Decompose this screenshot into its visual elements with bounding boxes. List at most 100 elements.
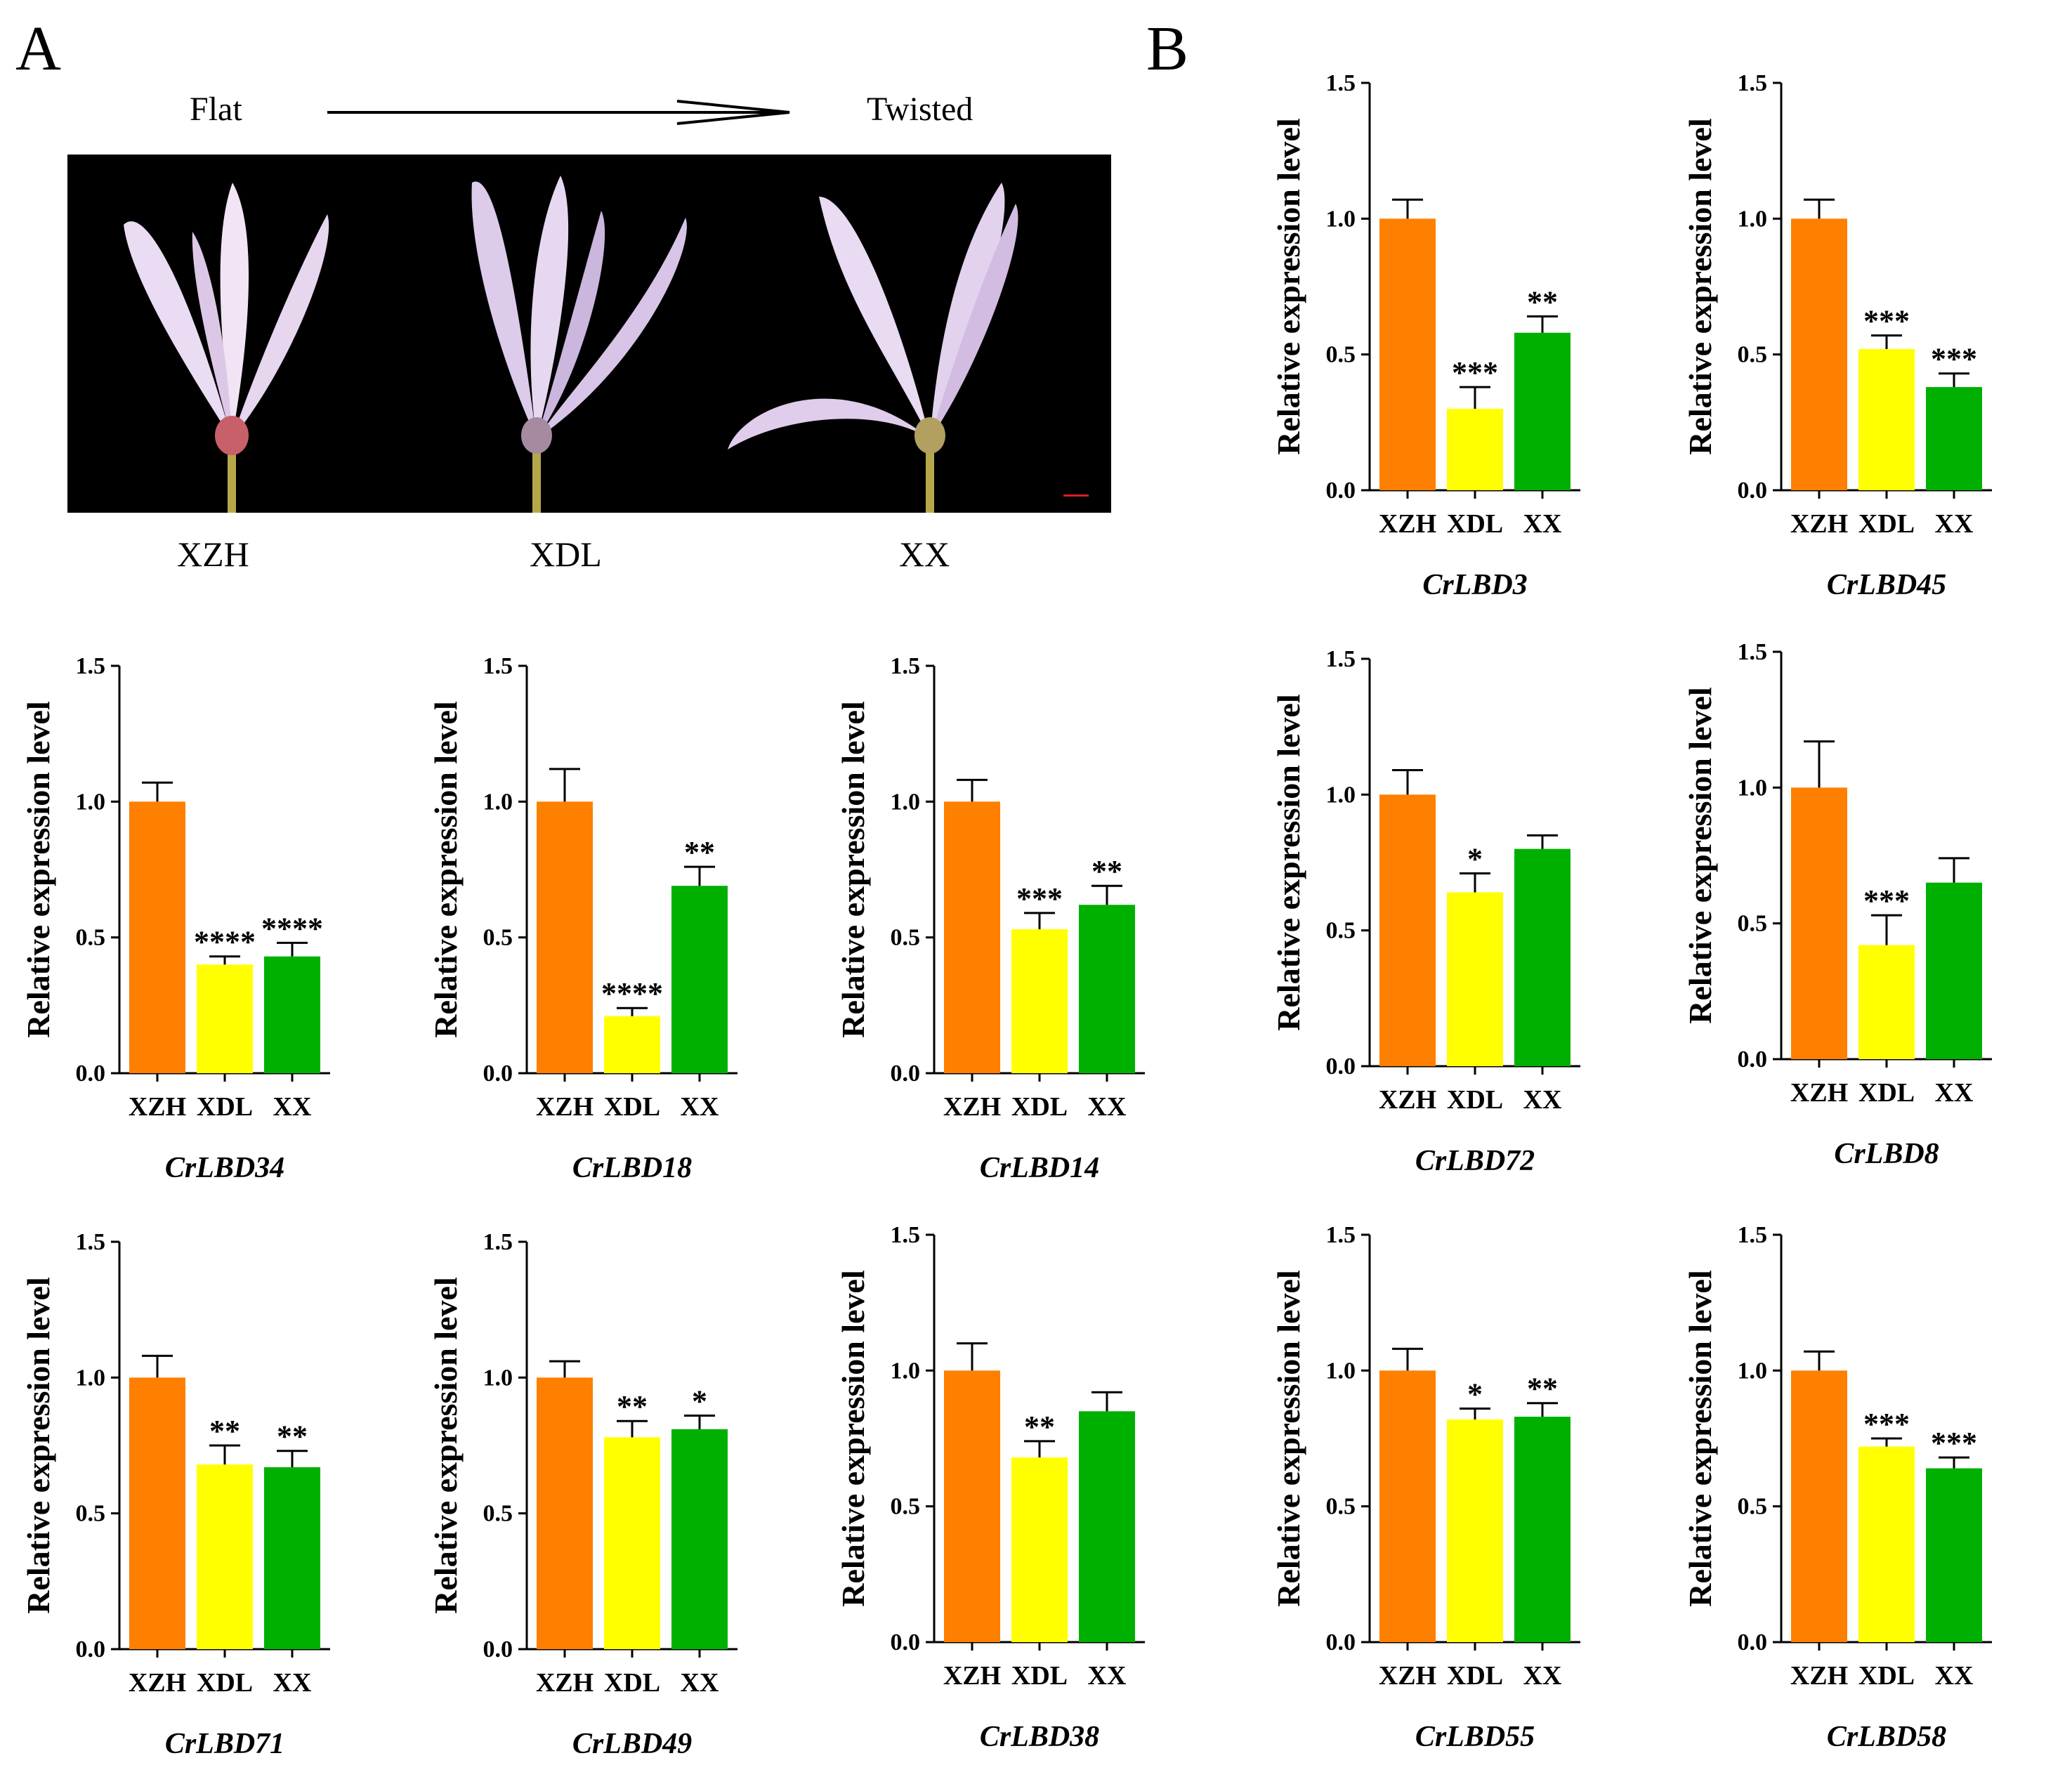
significance-mark: **: [1091, 854, 1122, 888]
significance-mark: ****: [194, 925, 256, 959]
y-tick-label: 0.0: [891, 1061, 921, 1087]
bar-chart-crlbd58: 0.0 0.5 1.0 1.5 Relative expression level XZH…: [1682, 1222, 1992, 1753]
x-tick-label: XX: [1935, 1078, 1974, 1108]
significance-mark: **: [617, 1389, 648, 1424]
y-tick-label: 0.5: [1738, 1494, 1768, 1520]
y-tick-label: 0.5: [483, 1501, 513, 1527]
bar-chart-crlbd38: 0.0 0.5 1.0 1.5 Relative expression level XZH…: [835, 1222, 1145, 1753]
bar-xdl: [1011, 929, 1068, 1073]
x-tick-label: XDL: [1858, 1078, 1915, 1108]
x-tick-label: XX: [1523, 1661, 1562, 1691]
flower-photo: [67, 155, 1111, 513]
y-tick-label: 0.5: [1738, 342, 1768, 368]
y-tick-label: 0.5: [1738, 911, 1768, 937]
y-axis-label: Relative expression level: [1271, 118, 1306, 455]
y-tick-label: 1.5: [76, 653, 106, 679]
x-tick-label: XZH: [129, 1092, 186, 1122]
x-tick-label: XZH: [1379, 1085, 1436, 1115]
y-axis-label: Relative expression level: [835, 701, 871, 1038]
y-tick-label: 0.5: [76, 925, 106, 951]
y-tick-label: 0.0: [1738, 1047, 1768, 1073]
y-axis-label: Relative expression level: [1271, 694, 1306, 1031]
y-tick-label: 1.0: [76, 789, 106, 815]
x-tick-label: XDL: [197, 1092, 253, 1122]
x-tick-label: XZH: [1790, 1661, 1848, 1691]
flower-xdl: [471, 176, 687, 513]
y-tick-label: 1.0: [1738, 206, 1768, 232]
y-tick-label: 1.5: [1326, 1222, 1356, 1248]
y-axis-label: Relative expression level: [1271, 1270, 1306, 1607]
y-axis-label: Relative expression level: [428, 1277, 464, 1614]
y-tick-label: 0.5: [483, 925, 513, 951]
x-tick-label: XDL: [1447, 1085, 1503, 1115]
bar-xx: [671, 886, 728, 1073]
y-tick-label: 1.0: [1738, 775, 1768, 801]
x-tick-label: XZH: [129, 1668, 186, 1698]
significance-mark: **: [277, 1419, 308, 1454]
bar-xdl: [1011, 1457, 1068, 1642]
x-tick-label: XDL: [1858, 1661, 1915, 1691]
y-tick-label: 1.5: [483, 653, 513, 679]
y-tick-label: 0.0: [1738, 478, 1768, 504]
significance-mark: **: [684, 835, 715, 870]
bar-chart-crlbd55: 0.0 0.5 1.0 1.5 Relative expression level XZH…: [1271, 1222, 1580, 1753]
y-tick-label: 1.5: [891, 653, 921, 679]
panel-letter-a: A: [15, 14, 61, 84]
bar-chart-crlbd71: 0.0 0.5 1.0 1.5 Relative expression level XZH…: [20, 1229, 330, 1760]
bar-xzh: [1791, 1370, 1847, 1642]
y-axis-label: Relative expression level: [1682, 1270, 1718, 1607]
bar-chart-crlbd14: 0.0 0.5 1.0 1.5 Relative expression level XZH…: [835, 653, 1145, 1184]
y-tick-label: 1.0: [483, 1365, 513, 1391]
x-tick-label: XZH: [1790, 1078, 1848, 1108]
x-tick-label: XX: [1523, 509, 1562, 539]
x-tick-label: XZH: [536, 1668, 594, 1698]
y-tick-label: 1.5: [1326, 646, 1356, 672]
bar-xzh: [1791, 787, 1847, 1059]
flower-caption-xdl: XDL: [530, 534, 602, 574]
x-tick-label: XX: [681, 1668, 719, 1698]
bar-chart-crlbd3: 0.0 0.5 1.0 1.5 Relative expression level XZH…: [1271, 70, 1580, 601]
chart-title: CrLBD58: [1827, 1721, 1946, 1753]
chart-title: CrLBD8: [1834, 1138, 1939, 1170]
x-tick-label: XZH: [943, 1092, 1001, 1122]
significance-mark: ***: [1863, 884, 1910, 918]
bar-xx: [1514, 848, 1571, 1066]
y-axis-label: Relative expression level: [20, 1277, 56, 1614]
y-tick-label: 1.5: [483, 1229, 513, 1255]
y-tick-label: 1.5: [1738, 1222, 1768, 1248]
x-tick-label: XX: [1088, 1092, 1127, 1122]
bar-xx: [1514, 332, 1571, 490]
significance-mark: **: [209, 1414, 240, 1448]
x-tick-label: XDL: [604, 1668, 660, 1698]
x-tick-label: XDL: [1011, 1092, 1068, 1122]
y-tick-label: 0.5: [1326, 1494, 1356, 1520]
y-axis-label: Relative expression level: [835, 1270, 871, 1607]
bar-xdl: [1447, 409, 1503, 490]
bar-chart-crlbd18: 0.0 0.5 1.0 1.5 Relative expression level XZH…: [428, 653, 737, 1184]
bar-xx: [1926, 387, 1982, 490]
bar-xdl: [197, 964, 253, 1073]
significance-mark: **: [1527, 1372, 1558, 1406]
bar-xdl: [1447, 892, 1503, 1066]
significance-mark: ***: [1931, 342, 1977, 376]
y-tick-label: 0.0: [1738, 1629, 1768, 1655]
chart-title: CrLBD72: [1415, 1145, 1535, 1177]
y-axis-label: Relative expression level: [428, 701, 464, 1038]
chart-title: CrLBD55: [1415, 1721, 1535, 1753]
y-axis-label: Relative expression level: [20, 701, 56, 1038]
y-tick-label: 0.0: [76, 1061, 106, 1087]
significance-mark: **: [1024, 1410, 1055, 1444]
flower-caption-xx: XX: [899, 534, 950, 574]
bar-xx: [1079, 1411, 1135, 1642]
bar-xx: [1514, 1417, 1571, 1642]
y-tick-label: 1.5: [76, 1229, 106, 1255]
chart-title: CrLBD49: [572, 1728, 692, 1760]
bar-chart-crlbd49: 0.0 0.5 1.0 1.5 Relative expression level XZH…: [428, 1229, 737, 1760]
significance-mark: ****: [261, 911, 323, 945]
bar-xzh: [944, 801, 1000, 1073]
bar-chart-crlbd72: 0.0 0.5 1.0 1.5 Relative expression level XZH…: [1271, 646, 1580, 1177]
y-tick-label: 0.5: [1326, 918, 1356, 944]
bar-chart-crlbd34: 0.0 0.5 1.0 1.5 Relative expression level XZH…: [20, 653, 330, 1184]
y-tick-label: 1.0: [1738, 1358, 1768, 1384]
x-tick-label: XX: [1935, 509, 1974, 539]
